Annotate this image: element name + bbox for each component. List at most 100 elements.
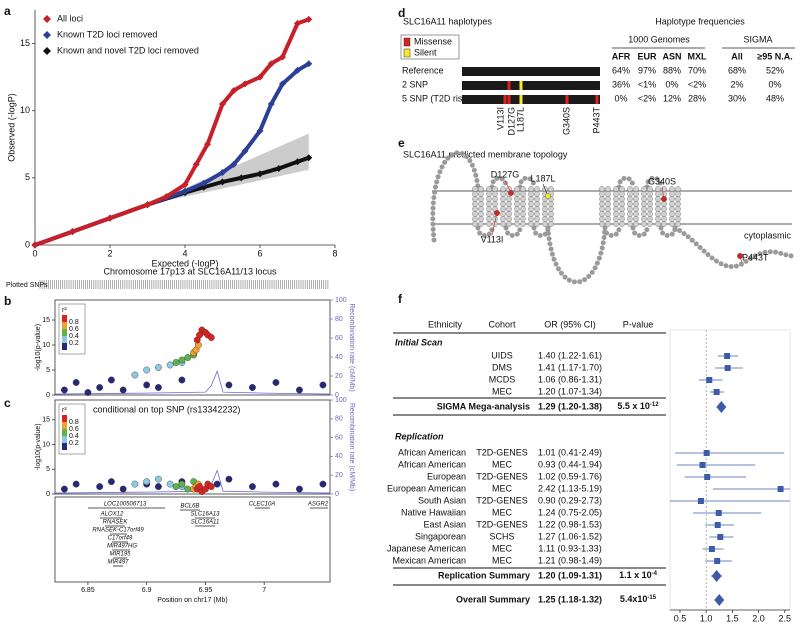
helix-residue — [647, 186, 653, 192]
variant-stripe — [507, 95, 511, 104]
y-tick-label: 15 — [42, 417, 50, 424]
helix-residue — [675, 186, 681, 192]
helix-residue — [492, 196, 498, 202]
topology-title: SLC16A11 predicted membrane topology — [403, 149, 568, 159]
cohort: T2D-GENES — [476, 495, 528, 505]
helix-residue — [534, 206, 540, 212]
legend-tick-label: 0.2 — [69, 440, 79, 447]
snp-point — [178, 356, 186, 364]
haplotype-bar — [462, 81, 600, 90]
or-square — [704, 474, 711, 480]
point — [305, 154, 313, 162]
helix-residue — [478, 191, 484, 197]
helix-residue — [472, 216, 478, 222]
helix-residue — [500, 211, 506, 217]
recombination-line — [54, 370, 331, 395]
gene-label: MIR497HG — [107, 544, 137, 550]
point — [162, 193, 170, 201]
cohort: UIDS — [491, 350, 513, 360]
point — [219, 178, 226, 186]
helix-residue — [599, 196, 605, 202]
y-axis-label: -log10(p-value) — [35, 423, 42, 470]
legend-tick-label: 0.6 — [69, 326, 79, 333]
point — [256, 73, 264, 81]
row-label: Reference — [402, 65, 444, 75]
point — [267, 100, 275, 108]
snp-point — [184, 354, 192, 361]
helix-residue — [661, 221, 667, 227]
helix-residue — [548, 201, 554, 207]
or-ci: 0.90 (0.29-2.73) — [538, 495, 602, 505]
or-square — [708, 546, 715, 552]
column-header: P-value — [623, 319, 654, 329]
helix-residue — [647, 211, 653, 217]
or-square — [697, 498, 704, 504]
helix-residue — [627, 206, 633, 212]
helix-residue — [647, 196, 653, 202]
snp-point — [72, 480, 80, 488]
helix-residue — [478, 206, 484, 212]
helix-residue — [655, 211, 661, 217]
x-tick-label: 6.9 — [142, 587, 152, 594]
helix-residue — [520, 186, 526, 192]
legend-title: r² — [62, 307, 67, 314]
point — [294, 19, 301, 27]
snp-point — [296, 386, 303, 394]
p-base: 1.1 x 10 — [619, 570, 652, 580]
y-tick-label: 15 — [20, 38, 30, 48]
annotation: conditional on top SNP (rs13342232) — [93, 404, 240, 414]
snp-point — [249, 483, 256, 490]
or-square — [699, 462, 706, 468]
helix-residue — [605, 221, 611, 227]
helix-residue — [500, 216, 506, 222]
series-line — [34, 17, 310, 247]
group-header: 1000 Genomes — [628, 34, 690, 44]
panel-label: d — [398, 6, 405, 20]
row-label: 5 SNP (T2D risk) — [402, 93, 470, 103]
helix-residue — [627, 186, 633, 192]
helix-residue — [478, 196, 484, 202]
helix-residue — [514, 206, 520, 212]
recombination-line — [54, 469, 331, 494]
or-square — [715, 510, 722, 516]
frequency: 68% — [728, 65, 746, 75]
helix-residue — [669, 201, 675, 207]
or-square — [724, 353, 731, 359]
helix-residue — [633, 221, 639, 227]
snp-point — [172, 359, 180, 366]
y2-tick-label: 40 — [335, 354, 343, 361]
variant-label: D127G — [491, 169, 520, 179]
gene-label: MIR195 — [109, 552, 131, 558]
snp-point — [155, 475, 162, 483]
helix-residue — [669, 216, 675, 222]
freq-title: Haplotype frequencies — [655, 16, 745, 26]
or-ci: 0.93 (0.44-1.94) — [538, 459, 602, 469]
y-axis-label: Observed (-logP) — [6, 93, 16, 162]
helix-residue — [506, 221, 512, 227]
helix-residue — [528, 196, 534, 202]
frequency: 0% — [665, 79, 678, 89]
helix-residue — [613, 221, 619, 227]
y-tick-label: 10 — [42, 342, 50, 349]
or-ci: 1.25 (1.18-1.32) — [538, 594, 602, 604]
helix-residue — [641, 216, 647, 222]
gene-label: CLEC10A — [249, 502, 276, 508]
helix-residue — [661, 191, 667, 197]
helix-residue — [619, 196, 625, 202]
variant-residue — [508, 190, 514, 196]
or-ci: 1.11 (0.93-1.33) — [538, 543, 601, 553]
helix-residue — [500, 186, 506, 192]
helix-residue — [675, 221, 681, 227]
helix-residue — [661, 211, 667, 217]
point — [267, 60, 275, 68]
helix-residue — [599, 211, 605, 217]
y2-tick-label: 60 — [335, 434, 343, 441]
legend-swatch — [403, 48, 411, 58]
point — [219, 168, 226, 176]
haplotype-bar — [462, 67, 600, 76]
point — [200, 179, 208, 187]
snp-point — [225, 475, 233, 483]
helix-residue — [548, 206, 554, 212]
helix-residue — [655, 196, 661, 202]
helix-residue — [534, 211, 540, 217]
